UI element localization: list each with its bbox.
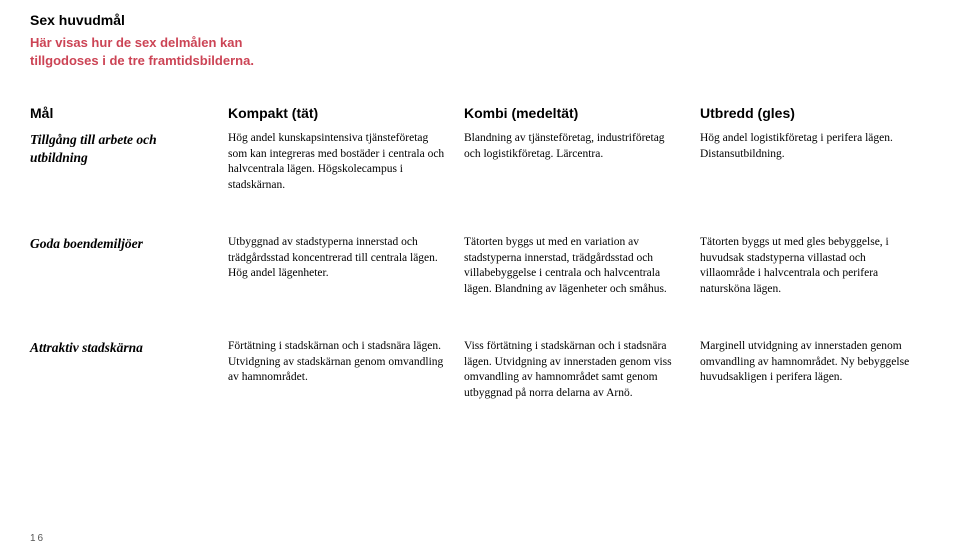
page-number: 16 xyxy=(30,533,45,544)
page-title: Sex huvudmål xyxy=(30,12,930,28)
comparison-table: Mål Kompakt (tät) Kombi (medeltät) Utbre… xyxy=(30,105,930,401)
table-cell: Blandning av tjänsteföretag, industriför… xyxy=(464,129,682,193)
table-cell: Hög andel logistikföretag i perifera läg… xyxy=(700,129,918,193)
document-page: Sex huvudmål Här visas hur de sex delmål… xyxy=(0,0,960,558)
table-cell: Tätorten byggs ut med en variation av st… xyxy=(464,233,682,297)
table-cell: Marginell utvidgning av innerstaden geno… xyxy=(700,337,918,401)
column-header-utbredd: Utbredd (gles) xyxy=(700,105,918,129)
table-cell: Utbyggnad av stadstyperna innerstad och … xyxy=(228,233,446,297)
column-header-kompakt: Kompakt (tät) xyxy=(228,105,446,129)
table-cell: Tätorten byggs ut med gles bebyggelse, i… xyxy=(700,233,918,297)
row-label: Goda boendemiljöer xyxy=(30,233,210,297)
row-label: Tillgång till arbete och utbildning xyxy=(30,129,210,193)
column-header-mal: Mål xyxy=(30,105,210,129)
column-header-kombi: Kombi (medeltät) xyxy=(464,105,682,129)
table-cell: Hög andel kunskapsintensiva tjänsteföret… xyxy=(228,129,446,193)
table-cell: Förtätning i stadskärnan och i stadsnära… xyxy=(228,337,446,401)
row-label: Attraktiv stadskärna xyxy=(30,337,210,401)
page-subtitle: Här visas hur de sex delmålen kan tillgo… xyxy=(30,34,290,69)
table-cell: Viss förtätning i stadskärnan och i stad… xyxy=(464,337,682,401)
